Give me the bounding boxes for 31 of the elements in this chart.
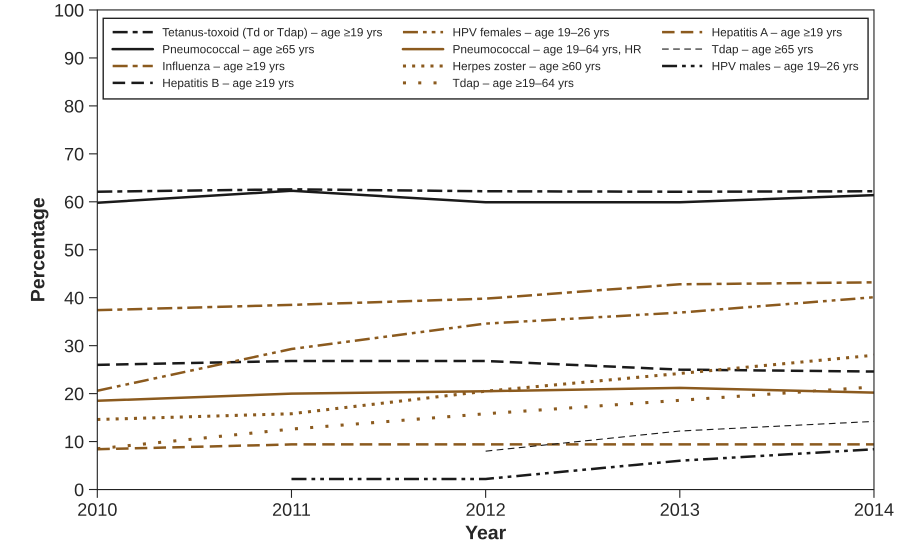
y-tick-label: 70 xyxy=(64,148,84,161)
x-tick-label: 2013 xyxy=(660,503,700,516)
y-tick-label: 50 xyxy=(64,244,84,256)
y-tick-label: 100 xyxy=(55,4,84,17)
y-tick-label: 40 xyxy=(64,292,84,304)
legend-label: Hepatitis B – age ≥19 yrs xyxy=(163,78,294,90)
y-tick-label: 0 xyxy=(74,483,84,496)
x-axis-title: Year xyxy=(465,526,506,540)
legend-label: Pneumococcal – age ≥65 yrs xyxy=(163,44,314,56)
x-tick-label: 2011 xyxy=(272,503,310,516)
x-tick-label: 2012 xyxy=(466,503,505,516)
y-tick-label: 80 xyxy=(64,100,84,113)
legend-label: Herpes zoster – age ≥60 yrs xyxy=(454,62,600,73)
y-tick-label: 60 xyxy=(64,196,84,209)
legend-label: HPV males – age 19–26 yrs xyxy=(712,62,858,73)
legend-label: Influenza – age ≥19 yrs xyxy=(163,62,284,73)
legend-label: Pneumococcal – age 19–64 yrs, HR xyxy=(454,44,641,56)
legend-label: Tetanus-toxoid (Td or Tdap) – age ≥19 yrs xyxy=(162,28,382,39)
x-tick-label: 2014 xyxy=(854,503,894,516)
y-tick-label: 20 xyxy=(64,388,84,400)
legend-label: Tdap – age ≥65 yrs xyxy=(712,44,813,56)
legend-label: Tdap – age ≥19–64 yrs xyxy=(452,78,574,90)
line-series xyxy=(97,296,874,392)
legend-label: Hepatitis A – age ≥19 yrs xyxy=(712,28,842,39)
y-tick-label: 10 xyxy=(65,435,84,448)
y-tick-label: 30 xyxy=(64,340,84,352)
legend-label: HPV females – age 19–26 yrs xyxy=(454,28,609,39)
y-tick-label: 90 xyxy=(64,52,84,65)
x-tick-label: 2010 xyxy=(78,503,117,516)
y-axis-title: Percentage xyxy=(30,198,48,301)
line-series xyxy=(97,281,874,312)
